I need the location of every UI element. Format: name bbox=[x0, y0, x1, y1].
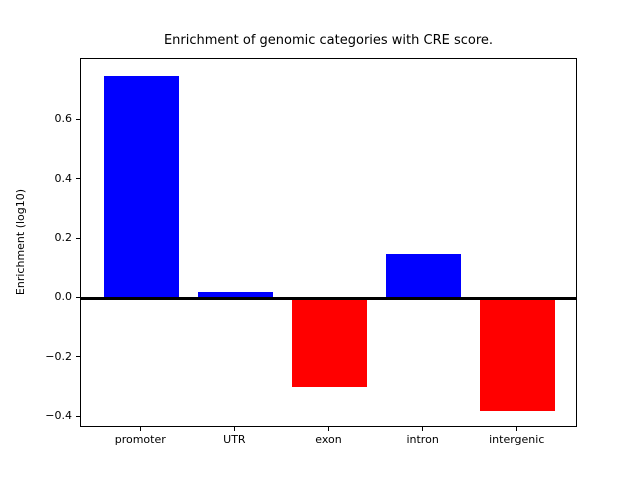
bar-exon bbox=[291, 298, 368, 388]
x-tick-mark bbox=[328, 427, 329, 431]
y-tick-label: 0.2 bbox=[54, 231, 73, 245]
y-tick-mark bbox=[76, 296, 80, 298]
bar-promoter bbox=[103, 75, 179, 299]
y-axis-label: Enrichment (log10) bbox=[14, 188, 27, 296]
x-tick-label-intron: intron bbox=[406, 433, 439, 446]
bar-intergenic bbox=[480, 298, 556, 412]
y-tick-label: −0.4 bbox=[45, 409, 72, 423]
x-tick-mark bbox=[422, 427, 424, 431]
y-tick-label: 0.0 bbox=[54, 290, 73, 304]
x-tick-label-intergenic: intergenic bbox=[489, 433, 545, 446]
y-tick-label: 0.4 bbox=[54, 171, 73, 185]
chart-title: Enrichment of genomic categories with CR… bbox=[163, 33, 494, 48]
x-tick-mark bbox=[139, 427, 141, 431]
x-tick-mark bbox=[233, 427, 235, 431]
y-tick-mark bbox=[76, 118, 80, 120]
y-tick-label: −0.2 bbox=[45, 349, 72, 363]
x-tick-label-promoter: promoter bbox=[114, 433, 166, 446]
x-tick-label-UTR: UTR bbox=[223, 433, 246, 446]
x-tick-label-exon: exon bbox=[315, 433, 342, 446]
bar-UTR bbox=[197, 292, 274, 299]
y-tick-mark bbox=[76, 415, 80, 417]
plot-area bbox=[80, 58, 577, 427]
bar-intron bbox=[385, 253, 462, 299]
y-tick-label: 0.6 bbox=[54, 112, 73, 126]
x-tick-mark bbox=[516, 427, 518, 431]
y-tick-mark bbox=[76, 178, 80, 180]
y-tick-mark bbox=[76, 237, 80, 239]
zero-line bbox=[81, 296, 576, 300]
y-tick-mark bbox=[76, 356, 80, 358]
